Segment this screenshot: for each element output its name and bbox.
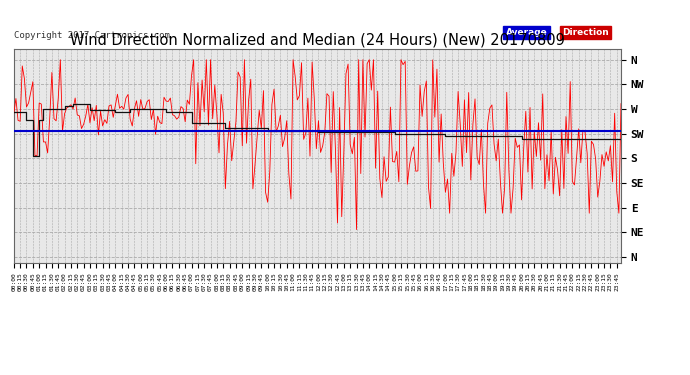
Text: Direction: Direction (562, 28, 609, 37)
Text: Copyright 2017 Cartronics.com: Copyright 2017 Cartronics.com (14, 31, 170, 40)
Text: Average: Average (506, 28, 547, 37)
Title: Wind Direction Normalized and Median (24 Hours) (New) 20170809: Wind Direction Normalized and Median (24… (70, 33, 565, 48)
